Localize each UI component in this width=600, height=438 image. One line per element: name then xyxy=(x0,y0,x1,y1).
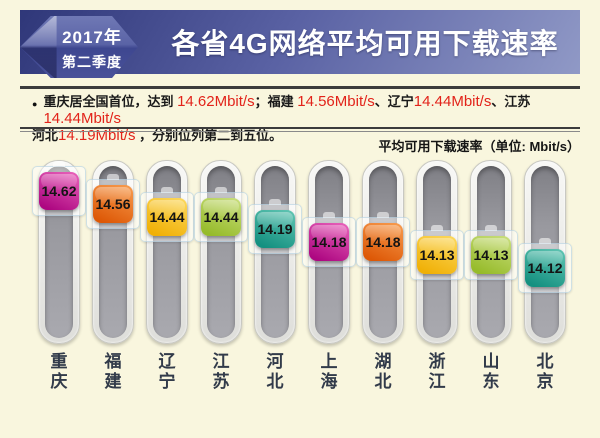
province-label-char: 福 xyxy=(104,352,122,371)
note-text-segment: ；福建 xyxy=(254,94,298,109)
slider-track: 14.56 xyxy=(86,160,140,344)
province-label-char: 河 xyxy=(266,352,284,371)
province-label-char: 建 xyxy=(104,372,122,391)
province-label-char: 北 xyxy=(374,372,392,391)
slider-chart: 14.62 重庆 14.56 福建 14.44 辽宁 14.44 江苏 14.19 河北 14.18… xyxy=(0,160,600,400)
knob-value-label: 14.56 xyxy=(95,196,131,212)
slider-column: 14.13 山东 xyxy=(464,160,518,400)
knob-value-label: 14.44 xyxy=(203,209,239,225)
province-label: 辽宁 xyxy=(140,352,194,392)
slider-knob: 14.44 xyxy=(147,198,187,236)
knob-value-label: 14.12 xyxy=(527,260,563,276)
slider-track: 14.44 xyxy=(140,160,194,344)
slider-knob-group: 14.56 xyxy=(86,179,140,229)
note-text-segment: 重庆居全国首位，达到 xyxy=(43,94,178,109)
slider-track: 14.13 xyxy=(410,160,464,344)
knob-value-label: 14.13 xyxy=(419,247,455,263)
slider-column: 14.18 上海 xyxy=(302,160,356,400)
slider-knob: 14.56 xyxy=(93,185,133,223)
note-value: 14.44Mbit/s xyxy=(413,93,492,110)
slider-knob-group: 14.13 xyxy=(410,230,464,280)
badge-quarter: 第二季度 xyxy=(61,53,122,70)
divider-double xyxy=(20,127,580,132)
slider-column: 14.18 湖北 xyxy=(356,160,410,400)
note-text-segment: 、江苏 xyxy=(491,94,531,109)
slider-knob: 14.13 xyxy=(417,236,457,274)
slider-knob-group: 14.12 xyxy=(518,243,572,293)
knob-value-label: 14.18 xyxy=(365,234,401,250)
slider-knob: 14.19 xyxy=(255,210,295,248)
slider-track: 14.12 xyxy=(518,160,572,344)
province-label-char: 海 xyxy=(320,372,338,391)
knob-value-label: 14.44 xyxy=(149,209,185,225)
badge-year: 2017年 xyxy=(62,27,122,47)
slider-track: 14.19 xyxy=(248,160,302,344)
province-label-char: 宁 xyxy=(158,372,176,391)
note-value: 14.56Mbit/s xyxy=(297,93,375,110)
badge-text: 2017年 第二季度 xyxy=(55,16,128,78)
slider-track: 14.44 xyxy=(194,160,248,344)
province-label-char: 东 xyxy=(482,372,500,391)
province-label-char: 庆 xyxy=(50,372,68,391)
slider-column: 14.13 浙江 xyxy=(410,160,464,400)
slider-knob: 14.62 xyxy=(39,172,79,210)
slider-track: 14.62 xyxy=(32,160,86,344)
slider-column: 14.62 重庆 xyxy=(32,160,86,400)
note-value: 14.62Mbit/s xyxy=(177,93,255,110)
province-label: 河北 xyxy=(248,352,302,392)
slider-column: 14.12 北京 xyxy=(518,160,572,400)
province-label-char: 上 xyxy=(320,352,338,371)
province-label-char: 京 xyxy=(536,372,554,391)
province-label-char: 浙 xyxy=(428,352,446,371)
province-label-char: 北 xyxy=(536,352,554,371)
province-label: 江苏 xyxy=(194,352,248,392)
summary-note-text: 重庆居全国首位，达到 14.62Mbit/s；福建 14.56Mbit/s、辽宁… xyxy=(32,93,530,144)
slider-knob-group: 14.62 xyxy=(32,166,86,216)
slider-knob-group: 14.18 xyxy=(302,217,356,267)
slider-knob: 14.44 xyxy=(201,198,241,236)
knob-value-label: 14.19 xyxy=(257,221,293,237)
province-label: 重庆 xyxy=(32,352,86,392)
province-label-char: 北 xyxy=(266,372,284,391)
province-label-char: 苏 xyxy=(212,372,230,391)
slider-knob: 14.13 xyxy=(471,236,511,274)
slider-knob-group: 14.44 xyxy=(194,192,248,242)
slider-column: 14.19 河北 xyxy=(248,160,302,400)
divider-top xyxy=(20,86,580,89)
province-label: 湖北 xyxy=(356,352,410,392)
slider-knob: 14.18 xyxy=(309,223,349,261)
slider-track: 14.18 xyxy=(356,160,410,344)
province-label-char: 辽 xyxy=(158,352,176,371)
province-label-char: 重 xyxy=(50,352,68,371)
province-label-char: 湖 xyxy=(374,352,392,371)
bullet-icon: ● xyxy=(32,99,38,109)
slider-column: 14.44 江苏 xyxy=(194,160,248,400)
slider-track: 14.18 xyxy=(302,160,356,344)
province-label-char: 山 xyxy=(482,352,500,371)
slider-track: 14.13 xyxy=(464,160,518,344)
knob-value-label: 14.62 xyxy=(41,183,77,199)
province-label-char: 江 xyxy=(212,352,230,371)
province-label-char: 江 xyxy=(428,372,446,391)
note-value: 14.44Mbit/s xyxy=(43,110,121,127)
province-label: 上海 xyxy=(302,352,356,392)
slider-knob-group: 14.19 xyxy=(248,204,302,254)
knob-value-label: 14.18 xyxy=(311,234,347,250)
slider-column: 14.44 辽宁 xyxy=(140,160,194,400)
unit-label: 平均可用下载速率（单位: Mbit/s） xyxy=(378,139,581,154)
slider-knob-group: 14.13 xyxy=(464,230,518,280)
slider-knob-group: 14.44 xyxy=(140,192,194,242)
province-label: 北京 xyxy=(518,352,572,392)
slider-column: 14.56 福建 xyxy=(86,160,140,400)
page-title: 各省4G网络平均可用下载速率 xyxy=(171,28,559,59)
note-text-segment: 、辽宁 xyxy=(374,94,414,109)
slider-knob-group: 14.18 xyxy=(356,217,410,267)
knob-value-label: 14.13 xyxy=(473,247,509,263)
province-label: 山东 xyxy=(464,352,518,392)
summary-note: ● 重庆居全国首位，达到 14.62Mbit/s；福建 14.56Mbit/s、… xyxy=(32,93,578,144)
slider-knob: 14.12 xyxy=(525,249,565,287)
province-label: 福建 xyxy=(86,352,140,392)
province-label: 浙江 xyxy=(410,352,464,392)
slider-knob: 14.18 xyxy=(363,223,403,261)
